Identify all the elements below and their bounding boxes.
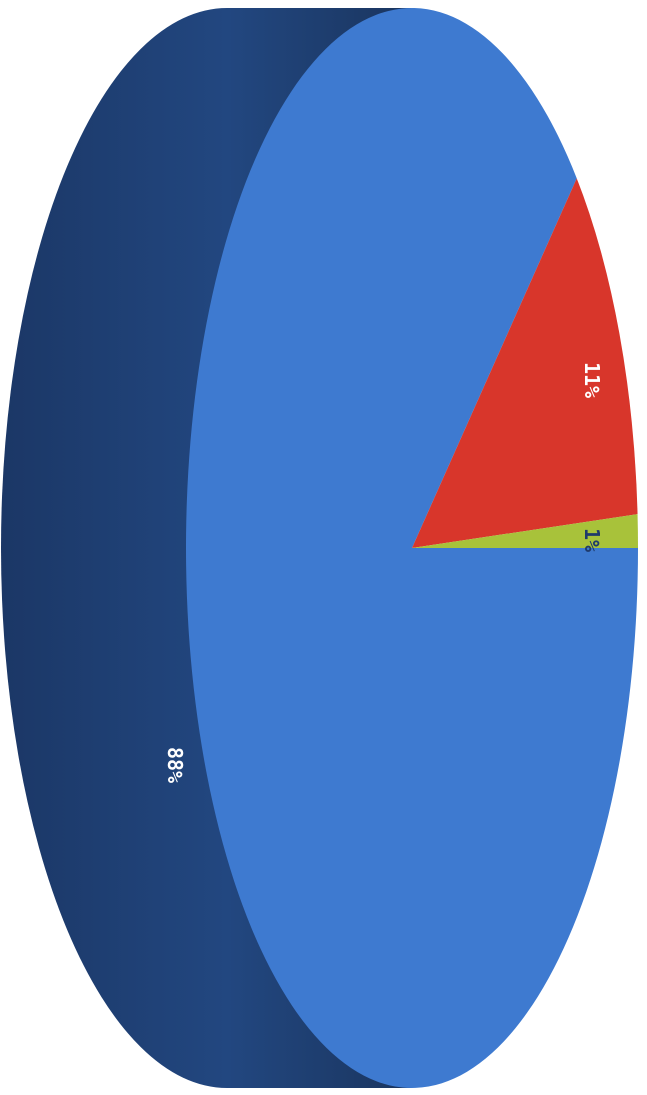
- pie-slice-11: [412, 178, 638, 549]
- pie-slice-1: [412, 514, 638, 548]
- pie-label-88: 88%: [163, 747, 187, 783]
- pie-label-11: 11%: [580, 362, 604, 398]
- pie-label-1: 1%: [580, 528, 604, 552]
